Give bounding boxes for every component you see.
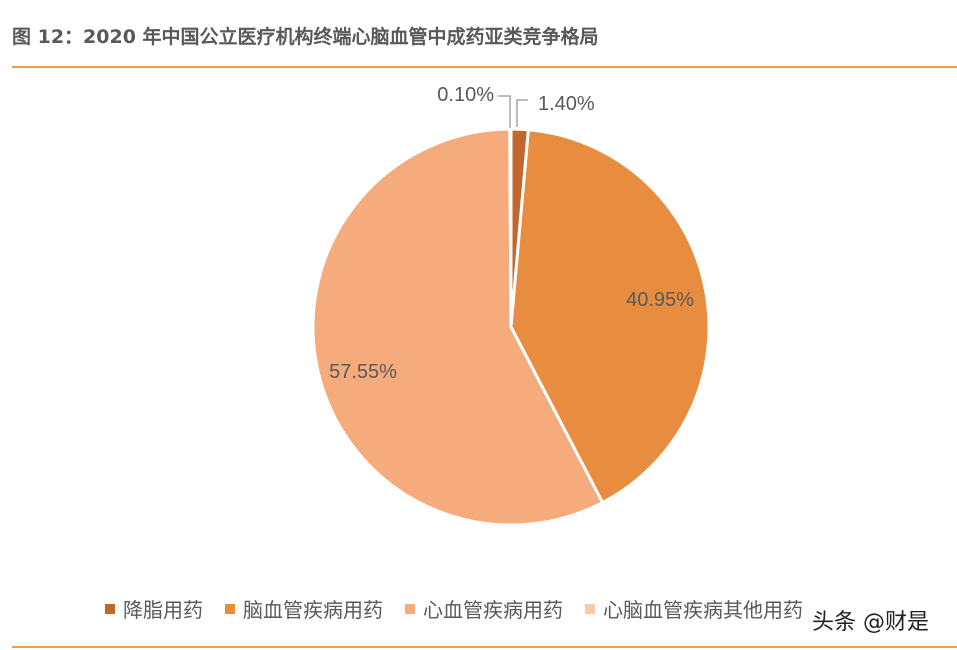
- legend-swatch-other: [585, 603, 595, 614]
- legend-swatch-cardiovascular: [405, 603, 415, 614]
- bottom-divider: [12, 646, 957, 648]
- legend-item-lipid: 降脂用药: [105, 594, 203, 623]
- data-label-cardiovascular: 57.55%: [329, 361, 397, 383]
- leader-lines: [498, 95, 528, 128]
- chart-title: 图 12：2020 年中国公立医疗机构终端心脑血管中成药亚类竞争格局: [12, 26, 599, 48]
- watermark: 头条 @财是: [812, 604, 929, 636]
- leader-line-other: [498, 95, 511, 128]
- legend-swatch-cerebrovascular: [225, 603, 235, 614]
- leader-line-lipid: [516, 99, 528, 127]
- legend-label-lipid: 降脂用药: [123, 598, 203, 622]
- legend-item-cardiovascular: 心血管疾病用药: [405, 594, 563, 623]
- pie-slice-cardiovascular: [311, 127, 605, 527]
- legend-swatch-lipid: [105, 603, 115, 614]
- legend-label-other: 心脑血管疾病其他用药: [603, 598, 803, 622]
- data-label-cerebrovascular: 40.95%: [626, 289, 694, 311]
- data-label-lipid: 1.40%: [538, 93, 595, 115]
- legend-label-cerebrovascular: 脑血管疾病用药: [243, 598, 383, 622]
- legend-label-cardiovascular: 心血管疾病用药: [423, 598, 563, 622]
- legend-item-cerebrovascular: 脑血管疾病用药: [225, 594, 383, 623]
- legend-item-other: 心脑血管疾病其他用药: [585, 594, 803, 623]
- legend: 降脂用药 脑血管疾病用药 心血管疾病用药 心脑血管疾病其他用药: [105, 594, 825, 623]
- data-label-other: 0.10%: [437, 84, 494, 106]
- pie-slice-cerebrovascular: [509, 128, 711, 505]
- pie-slices: [311, 127, 711, 527]
- title-divider: [12, 66, 957, 68]
- slice-labels: 1.40% 40.95% 57.55% 0.10%: [329, 84, 694, 383]
- pie-slice-other: [508, 127, 513, 328]
